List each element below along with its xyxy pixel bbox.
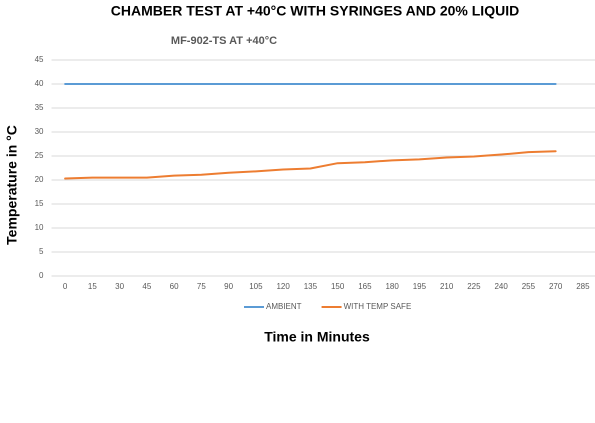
y-tick-label: 25 (35, 151, 44, 160)
x-tick-label: 210 (440, 282, 454, 291)
x-tick-label: 150 (331, 282, 345, 291)
x-tick-label: 135 (304, 282, 318, 291)
x-tick-label: 225 (467, 282, 481, 291)
x-tick-label: 180 (385, 282, 399, 291)
x-tick-label: 90 (224, 282, 233, 291)
y-tick-label: 15 (35, 199, 44, 208)
x-tick-label: 120 (276, 282, 290, 291)
y-tick-label: 30 (35, 127, 44, 136)
x-tick-label: 285 (576, 282, 590, 291)
x-tick-label: 45 (142, 282, 151, 291)
x-tick-label: 0 (63, 282, 68, 291)
x-tick-label: 60 (170, 282, 179, 291)
y-tick-label: 35 (35, 103, 44, 112)
x-tick-label: 15 (88, 282, 97, 291)
y-tick-label: 0 (39, 271, 44, 280)
x-tick-label: 255 (522, 282, 536, 291)
x-tick-label: 105 (249, 282, 263, 291)
y-tick-label: 5 (39, 247, 44, 256)
y-axis-label: Temperature in °C (4, 125, 20, 245)
legend-label: WITH TEMP SAFE (344, 302, 412, 311)
y-tick-label: 45 (35, 55, 44, 64)
chart-subtitle: MF-902-TS AT +40°C (171, 35, 277, 47)
x-tick-label: 30 (115, 282, 124, 291)
y-tick-label: 10 (35, 223, 44, 232)
x-tick-label: 165 (358, 282, 372, 291)
x-tick-label: 195 (413, 282, 427, 291)
x-tick-label: 240 (494, 282, 508, 291)
x-axis-label: Time in Minutes (264, 329, 370, 345)
data-line (64, 150, 557, 180)
x-tick-label: 75 (197, 282, 206, 291)
y-tick-label: 20 (35, 175, 44, 184)
chart-title: CHAMBER TEST AT +40°C WITH SYRINGES AND … (111, 3, 519, 19)
x-tick-label: 270 (549, 282, 563, 291)
y-tick-label: 40 (35, 79, 44, 88)
legend-label: AMBIENT (266, 302, 302, 311)
